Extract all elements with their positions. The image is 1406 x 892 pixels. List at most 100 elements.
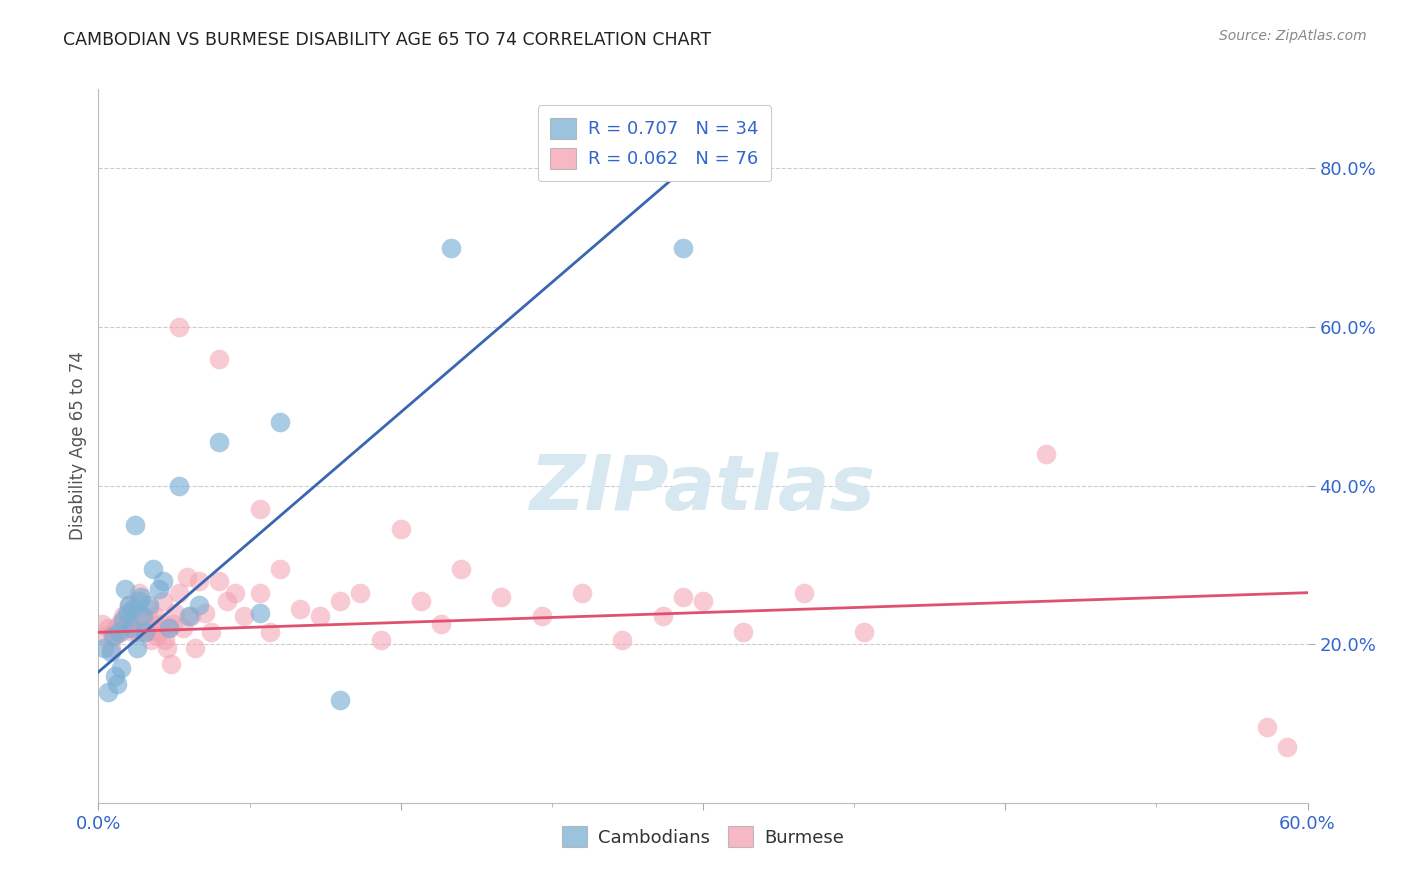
- Point: [115, 617, 138, 632]
- Point: [103, 629, 125, 643]
- Point: [107, 617, 129, 632]
- Point: [269, 415, 291, 429]
- Point: [101, 625, 124, 640]
- Point: [176, 570, 198, 584]
- Point: [146, 629, 169, 643]
- Point: [93, 629, 115, 643]
- Point: [148, 582, 170, 596]
- Point: [143, 609, 166, 624]
- Point: [180, 609, 202, 624]
- Point: [110, 661, 132, 675]
- Point: [349, 585, 371, 599]
- Point: [114, 621, 136, 635]
- Y-axis label: Disability Age 65 to 74: Disability Age 65 to 74: [69, 351, 87, 541]
- Point: [172, 621, 194, 635]
- Point: [124, 621, 146, 635]
- Text: CAMBODIAN VS BURMESE DISABILITY AGE 65 TO 74 CORRELATION CHART: CAMBODIAN VS BURMESE DISABILITY AGE 65 T…: [63, 31, 711, 49]
- Point: [329, 692, 352, 706]
- Point: [103, 669, 125, 683]
- Point: [249, 585, 271, 599]
- Point: [124, 518, 146, 533]
- Point: [179, 609, 201, 624]
- Point: [132, 621, 155, 635]
- Point: [157, 621, 180, 635]
- Point: [148, 625, 170, 640]
- Point: [208, 574, 231, 588]
- Point: [167, 478, 190, 492]
- Point: [188, 598, 211, 612]
- Point: [409, 593, 432, 607]
- Point: [149, 617, 172, 632]
- Point: [100, 641, 122, 656]
- Point: [692, 593, 714, 607]
- Point: [188, 574, 211, 588]
- Point: [1277, 740, 1299, 755]
- Point: [162, 617, 184, 632]
- Point: [491, 590, 513, 604]
- Point: [329, 593, 352, 607]
- Point: [97, 685, 120, 699]
- Point: [142, 562, 165, 576]
- Point: [259, 625, 281, 640]
- Point: [672, 590, 695, 604]
- Point: [217, 593, 239, 607]
- Point: [111, 609, 134, 624]
- Point: [184, 641, 207, 656]
- Point: [200, 625, 222, 640]
- Point: [138, 598, 160, 612]
- Point: [97, 621, 120, 635]
- Point: [132, 609, 155, 624]
- Point: [129, 609, 152, 624]
- Point: [105, 677, 128, 691]
- Legend: Cambodians, Burmese: Cambodians, Burmese: [555, 819, 851, 855]
- Point: [163, 606, 186, 620]
- Point: [249, 502, 271, 516]
- Point: [651, 609, 673, 624]
- Point: [128, 593, 150, 607]
- Point: [167, 320, 190, 334]
- Point: [128, 585, 150, 599]
- Point: [129, 590, 152, 604]
- Point: [138, 601, 160, 615]
- Point: [309, 609, 332, 624]
- Point: [571, 585, 593, 599]
- Point: [612, 633, 634, 648]
- Point: [156, 641, 179, 656]
- Point: [793, 585, 815, 599]
- Point: [1256, 721, 1278, 735]
- Point: [134, 625, 156, 640]
- Point: [370, 633, 392, 648]
- Point: [125, 625, 148, 640]
- Point: [853, 625, 876, 640]
- Point: [249, 606, 271, 620]
- Text: ZIPatlas: ZIPatlas: [530, 452, 876, 525]
- Point: [101, 629, 124, 643]
- Point: [288, 601, 311, 615]
- Point: [100, 645, 122, 659]
- Point: [114, 582, 136, 596]
- Point: [93, 641, 115, 656]
- Point: [440, 241, 463, 255]
- Point: [232, 609, 254, 624]
- Point: [450, 562, 472, 576]
- Point: [157, 621, 180, 635]
- Point: [208, 351, 231, 366]
- Point: [1035, 447, 1057, 461]
- Point: [152, 574, 174, 588]
- Point: [160, 657, 183, 671]
- Point: [139, 633, 162, 648]
- Point: [530, 609, 553, 624]
- Point: [134, 617, 156, 632]
- Point: [194, 606, 217, 620]
- Point: [105, 621, 128, 635]
- Point: [107, 625, 129, 640]
- Point: [120, 621, 142, 635]
- Point: [125, 641, 148, 656]
- Point: [269, 562, 291, 576]
- Point: [118, 598, 141, 612]
- Point: [152, 593, 174, 607]
- Point: [142, 617, 165, 632]
- Point: [121, 625, 143, 640]
- Point: [115, 606, 138, 620]
- Point: [224, 585, 246, 599]
